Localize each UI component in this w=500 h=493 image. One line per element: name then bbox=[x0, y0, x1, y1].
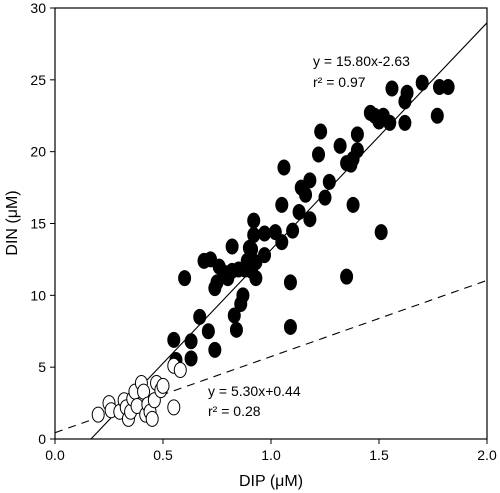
plot-frame bbox=[54, 7, 488, 440]
open-data-point bbox=[145, 410, 159, 427]
fit-2-r2: r² = 0.28 bbox=[208, 403, 261, 419]
y-tick-label: 25 bbox=[30, 72, 46, 88]
filled-data-point bbox=[322, 173, 336, 190]
y-tick-label: 5 bbox=[38, 359, 46, 375]
filled-data-point bbox=[283, 274, 297, 291]
filled-data-point bbox=[415, 74, 429, 91]
filled-data-point bbox=[225, 238, 239, 255]
filled-data-point bbox=[184, 350, 198, 367]
filled-data-point bbox=[346, 196, 360, 213]
filled-data-point bbox=[303, 211, 317, 228]
filled-data-point bbox=[277, 159, 291, 176]
open-data-point bbox=[167, 399, 181, 416]
filled-data-point bbox=[292, 204, 306, 221]
fit-1-r2: r² = 0.97 bbox=[313, 74, 366, 90]
filled-data-point bbox=[236, 287, 250, 304]
x-tick-label: 0.0 bbox=[45, 447, 65, 463]
x-tick-label: 1.5 bbox=[369, 447, 389, 463]
y-tick-label: 30 bbox=[30, 0, 46, 16]
axis-ticks: 0.0 0.5 1.0 1.5 2.0 0 5 10 15 20 25 30 bbox=[30, 0, 497, 463]
open-data-point bbox=[91, 406, 105, 423]
filled-data-point bbox=[258, 247, 272, 264]
filled-data-point bbox=[350, 142, 364, 159]
filled-data-point bbox=[167, 331, 181, 348]
filled-data-point bbox=[249, 270, 263, 287]
y-tick-label: 0 bbox=[38, 431, 46, 447]
filled-data-point bbox=[275, 196, 289, 213]
filled-data-point bbox=[283, 318, 297, 335]
filled-data-point bbox=[247, 226, 261, 243]
filled-data-point bbox=[286, 222, 300, 239]
filled-data-point bbox=[258, 225, 272, 242]
filled-data-point bbox=[229, 321, 243, 338]
filled-data-point bbox=[340, 268, 354, 285]
filled-data-point bbox=[318, 189, 332, 206]
filled-data-point bbox=[333, 137, 347, 154]
x-tick-label: 2.0 bbox=[477, 447, 497, 463]
y-tick-label: 10 bbox=[30, 287, 46, 303]
filled-data-point bbox=[374, 224, 388, 241]
fit-1-equation: y = 15.80x-2.63 bbox=[313, 53, 410, 69]
filled-data-point bbox=[275, 234, 289, 251]
x-axis-label: DIP (μM) bbox=[239, 473, 303, 490]
filled-data-point bbox=[247, 212, 261, 229]
data-points bbox=[91, 74, 455, 427]
y-tick-label: 15 bbox=[30, 216, 46, 232]
filled-data-point bbox=[350, 126, 364, 143]
y-axis-label: DIN (μM) bbox=[4, 190, 21, 255]
filled-data-point bbox=[201, 323, 215, 340]
open-data-point bbox=[156, 377, 170, 394]
filled-data-point bbox=[184, 333, 198, 350]
filled-data-point bbox=[312, 146, 326, 163]
filled-data-point bbox=[441, 79, 455, 96]
open-data-point bbox=[173, 362, 187, 379]
filled-data-point bbox=[314, 123, 328, 140]
fit-2-equation: y = 5.30x+0.44 bbox=[208, 383, 301, 399]
filled-data-point bbox=[383, 114, 397, 131]
filled-data-point bbox=[385, 80, 399, 97]
filled-data-point bbox=[178, 270, 192, 287]
y-tick-label: 20 bbox=[30, 144, 46, 160]
filled-data-point bbox=[208, 341, 222, 358]
filled-data-point bbox=[400, 84, 414, 101]
x-tick-label: 0.5 bbox=[153, 447, 173, 463]
filled-data-point bbox=[430, 107, 444, 124]
filled-data-point bbox=[299, 186, 313, 203]
filled-data-point bbox=[303, 172, 317, 189]
filled-data-point bbox=[193, 308, 207, 325]
x-tick-label: 1.0 bbox=[261, 447, 281, 463]
filled-data-point bbox=[398, 114, 412, 131]
